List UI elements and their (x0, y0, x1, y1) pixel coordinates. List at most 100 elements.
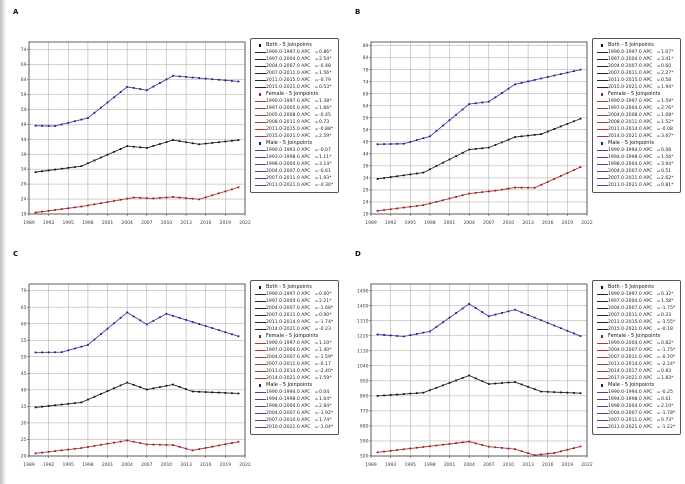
female-data-point (540, 453, 543, 456)
legend-entry: 2004.0-2007.0 APC = -0.61 (254, 168, 335, 175)
panel-letter-b: B (355, 8, 361, 16)
line-swatch (254, 378, 266, 379)
legend-entry: 2004.0-2007.0 APC = 0.51 (596, 168, 677, 175)
female-data-point (383, 209, 385, 211)
legend-entry-apc-value: -1.92* (319, 411, 334, 416)
line-swatch-icon (596, 427, 608, 428)
legend-entry: 2004.0-2007.0 APC = -1.92* (254, 410, 335, 417)
legend-group-header-both: Both - 5 Joinpoints (596, 284, 677, 291)
line-swatch (254, 129, 266, 130)
female-data-point (34, 211, 37, 214)
legend-entry-apc-value: 3.41* (661, 57, 674, 62)
x-tick-label: 1998 (82, 462, 94, 468)
line-swatch (596, 108, 608, 109)
female-marker-icon (596, 335, 608, 338)
both-data-point (527, 385, 529, 388)
line-swatch (596, 136, 608, 137)
line-swatch (254, 122, 266, 123)
legend-entry: 1993.0-1998.0 APC = 1.11* (254, 154, 335, 161)
legend-entry-range: 1997.0-2005.0 APC (266, 106, 311, 111)
x-tick-label: 2004 (121, 220, 133, 226)
female-data-point (100, 443, 102, 446)
both-data-point (507, 381, 510, 384)
both-data-point (481, 380, 484, 383)
legend-group-label: Both - 5 Joinpoints (266, 284, 312, 290)
female-data-point (152, 443, 155, 446)
legend-entry: 2011.0-2015.0 APC = -0.88* (254, 126, 335, 133)
legend-entry-range: 1997.0-2004.0 APC (608, 299, 653, 304)
line-swatch (254, 364, 266, 365)
both-data-point (67, 166, 70, 169)
both-data-point (422, 171, 425, 174)
legend-entry-equals: = (656, 162, 661, 167)
female-data-point (442, 199, 444, 202)
male-data-point (546, 322, 549, 324)
legend-entry-apc-value: 0.73* (661, 418, 674, 423)
both-data-point (494, 144, 497, 146)
female-data-point (396, 449, 399, 451)
line-swatch (254, 87, 266, 88)
both-data-point (113, 387, 115, 390)
x-tick-label: 1998 (424, 462, 436, 468)
female-data-point (100, 202, 102, 205)
line-swatch (254, 73, 266, 74)
legend-entry-equals: = (314, 162, 319, 167)
legend-entry-equals: = (314, 50, 319, 55)
legend-group-label: Female - 5 Joinpoints (266, 91, 319, 97)
male-marker-swatch (600, 384, 604, 387)
y-tick-label: 54 (363, 127, 369, 133)
male-marker-swatch (600, 142, 604, 145)
line-swatch (254, 427, 266, 428)
line-swatch (596, 413, 608, 414)
legend-entry-equals: = (314, 148, 319, 153)
female-data-point (119, 440, 122, 443)
both-data-point (204, 142, 207, 145)
legend-group-header-female: Female - 5 Joinpoints (254, 91, 335, 98)
female-data-point (198, 198, 201, 201)
legend-entry-apc-value: -1.74* (319, 320, 334, 325)
male-trend-line (35, 311, 239, 353)
legend-entry-equals: = (656, 113, 661, 118)
both-data-point (389, 176, 392, 178)
male-data-point (540, 319, 543, 322)
both-data-point (80, 401, 83, 404)
male-marker-icon (596, 384, 608, 387)
x-tick-label: 2007 (483, 220, 495, 226)
female-data-point (41, 210, 43, 213)
legend-entry-range: 2011.0-2015.0 APC (266, 78, 311, 83)
legend-entry-equals: = (656, 64, 661, 69)
line-swatch-icon (254, 115, 266, 116)
both-data-point (204, 391, 207, 393)
male-data-point (573, 70, 575, 73)
legend-entry-apc-value: -0.61 (319, 169, 331, 174)
female-data-point (429, 445, 431, 448)
male-data-point (165, 78, 168, 81)
male-data-point (185, 76, 187, 78)
female-data-point (132, 440, 135, 443)
female-marker-icon (254, 93, 266, 96)
female-data-point (217, 192, 220, 195)
line-swatch (596, 66, 608, 67)
legend-entry: 1998.0-2004.0 APC = 2.10* (596, 403, 677, 410)
both-data-point (487, 146, 490, 149)
legend-entry-apc-value: 3.94* (661, 162, 674, 167)
joinpoint-chart-a: 1989 1992 1995 1998 2001 2004 2007 2010 2013 2016… (21, 41, 251, 226)
line-swatch (596, 343, 608, 344)
female-data-point (501, 188, 503, 191)
legend-entry-apc-value: 2.84* (319, 404, 332, 409)
male-data-point (87, 117, 89, 119)
legend-entry: 2007.0-2011.0 APC = 2.62* (596, 175, 677, 182)
line-swatch (596, 101, 608, 102)
both-data-point (100, 156, 102, 159)
female-data-point (389, 449, 392, 452)
legend-entry-apc-value: 0.51 (661, 169, 672, 174)
legend-entry-range: 2015.0-2021.0 APC (608, 327, 653, 332)
y-tick-label: 79 (363, 67, 369, 73)
legend-entry: 2011.0-2015.0 APC = 0.58 (596, 77, 677, 84)
male-data-point (402, 142, 405, 145)
both-data-point (455, 379, 457, 382)
legend-entry-apc-value: -0.23 (319, 327, 331, 332)
legend-entry-range: 2004.0-2007.0 APC (266, 306, 311, 311)
line-swatch (596, 322, 608, 323)
male-marker-icon (596, 142, 608, 145)
